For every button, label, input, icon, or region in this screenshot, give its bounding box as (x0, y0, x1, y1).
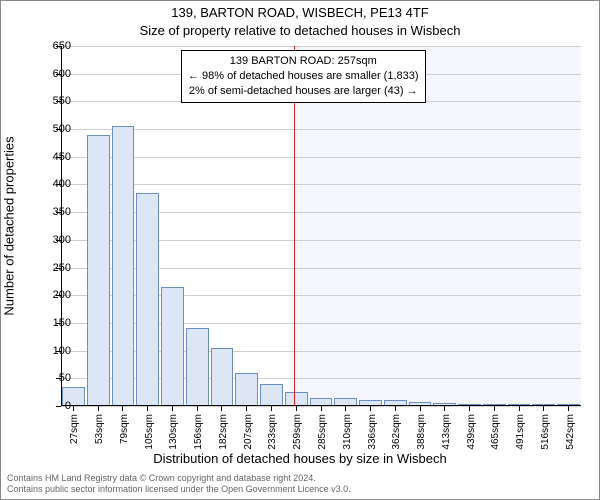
ytick-label: 500 (31, 123, 71, 135)
xtick-mark (73, 406, 74, 411)
xtick-label: 362sqm (391, 414, 402, 464)
annotation-line-2: ← 98% of detached houses are smaller (1,… (188, 69, 419, 84)
annotation-line-3: 2% of semi-detached houses are larger (4… (188, 84, 419, 99)
xtick-label: 285sqm (317, 414, 328, 464)
xtick-label: 388sqm (416, 414, 427, 464)
plot-area: 139 BARTON ROAD: 257sqm← 98% of detached… (61, 46, 581, 406)
xtick-mark (345, 406, 346, 411)
chart-title: 139, BARTON ROAD, WISBECH, PE13 4TF (1, 5, 599, 20)
xtick-label: 413sqm (441, 414, 452, 464)
xtick-mark (98, 406, 99, 411)
gridline (61, 157, 581, 158)
ytick-label: 200 (31, 289, 71, 301)
gridline (61, 46, 581, 47)
xtick-label: 310sqm (342, 414, 353, 464)
ytick-label: 550 (31, 95, 71, 107)
xtick-label: 207sqm (243, 414, 254, 464)
xtick-mark (221, 406, 222, 411)
ytick-label: 450 (31, 151, 71, 163)
xtick-mark (568, 406, 569, 411)
ytick-label: 250 (31, 262, 71, 274)
copyright-line-1: Contains HM Land Registry data © Crown c… (7, 473, 351, 484)
xtick-label: 53sqm (94, 414, 105, 464)
chart-container: 139, BARTON ROAD, WISBECH, PE13 4TF Size… (0, 0, 600, 500)
xtick-label: 516sqm (540, 414, 551, 464)
xtick-label: 259sqm (292, 414, 303, 464)
xtick-mark (469, 406, 470, 411)
xtick-label: 130sqm (168, 414, 179, 464)
y-axis-label: Number of detached properties (2, 136, 17, 315)
xtick-label: 542sqm (565, 414, 576, 464)
gridline (61, 184, 581, 185)
xtick-mark (321, 406, 322, 411)
bar (87, 135, 110, 406)
annotation-box: 139 BARTON ROAD: 257sqm← 98% of detached… (181, 50, 426, 103)
ytick-label: 600 (31, 68, 71, 80)
xtick-mark (246, 406, 247, 411)
xtick-label: 465sqm (490, 414, 501, 464)
bar (186, 328, 209, 406)
ytick-label: 50 (31, 372, 71, 384)
xtick-label: 233sqm (267, 414, 278, 464)
gridline (61, 129, 581, 130)
xtick-label: 156sqm (193, 414, 204, 464)
xtick-label: 79sqm (119, 414, 130, 464)
xtick-mark (172, 406, 173, 411)
bar (136, 193, 159, 406)
xtick-label: 27sqm (69, 414, 80, 464)
xtick-mark (296, 406, 297, 411)
ytick-label: 650 (31, 40, 71, 52)
ytick-label: 0 (31, 400, 71, 412)
ytick-label: 350 (31, 206, 71, 218)
xtick-mark (147, 406, 148, 411)
chart-subtitle: Size of property relative to detached ho… (1, 23, 599, 38)
ytick-label: 300 (31, 234, 71, 246)
bar (211, 348, 234, 406)
xtick-label: 491sqm (515, 414, 526, 464)
xtick-mark (444, 406, 445, 411)
xtick-mark (543, 406, 544, 411)
bar (285, 392, 308, 406)
copyright-line-2: Contains public sector information licen… (7, 484, 351, 495)
bar (235, 373, 258, 406)
bar (260, 384, 283, 406)
ytick-label: 150 (31, 317, 71, 329)
ytick-label: 400 (31, 178, 71, 190)
xtick-mark (494, 406, 495, 411)
ytick-label: 100 (31, 345, 71, 357)
xtick-label: 336sqm (367, 414, 378, 464)
xtick-mark (395, 406, 396, 411)
xtick-mark (271, 406, 272, 411)
xtick-label: 439sqm (466, 414, 477, 464)
bar (112, 126, 135, 406)
bar (161, 287, 184, 406)
xtick-mark (519, 406, 520, 411)
xtick-label: 182sqm (218, 414, 229, 464)
xtick-label: 105sqm (144, 414, 155, 464)
xtick-mark (122, 406, 123, 411)
xtick-mark (197, 406, 198, 411)
xtick-mark (420, 406, 421, 411)
annotation-line-1: 139 BARTON ROAD: 257sqm (188, 54, 419, 69)
copyright-text: Contains HM Land Registry data © Crown c… (7, 473, 351, 495)
xtick-mark (370, 406, 371, 411)
